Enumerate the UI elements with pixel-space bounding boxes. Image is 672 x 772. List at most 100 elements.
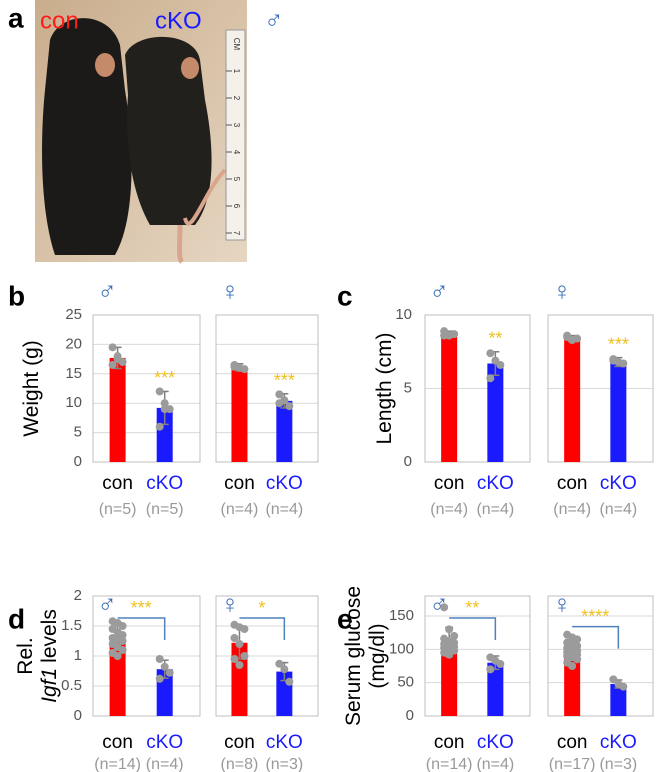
bar — [487, 363, 504, 462]
x-tick-label: con — [224, 473, 255, 494]
plot-frame — [547, 314, 654, 463]
x-tick-label: cKO — [266, 473, 303, 494]
sex-symbol: ♂ — [429, 276, 449, 306]
data-point — [118, 637, 127, 645]
data-point — [609, 356, 618, 365]
sex-symbol: ♀ — [552, 589, 572, 619]
group-label: con — [40, 7, 79, 34]
mouse-ear — [181, 57, 199, 79]
y-axis-label: Igf1 levels — [38, 609, 61, 703]
n-label: (n=3) — [599, 756, 637, 772]
significance-bracket — [449, 617, 497, 640]
data-point — [573, 635, 582, 644]
sex-symbol: ♂ — [429, 589, 449, 619]
y-tick-label: 0 — [404, 453, 412, 470]
data-point — [275, 399, 284, 408]
y-axis-label: (mg/dl) — [366, 623, 389, 688]
y-tick-label: 100 — [389, 640, 414, 657]
data-point — [450, 330, 459, 339]
data-point — [235, 640, 244, 648]
plot-frame — [424, 314, 531, 463]
y-tick-label: 0 — [406, 707, 414, 724]
data-point — [440, 331, 449, 340]
data-point — [486, 349, 495, 358]
x-tick-label: cKO — [146, 473, 183, 494]
y-axis-label-part: Length (cm) — [373, 332, 396, 444]
x-tick-label: con — [102, 473, 133, 494]
significance-label: *** — [131, 598, 152, 618]
plot-frame — [215, 314, 319, 463]
y-tick-label: 10 — [395, 306, 412, 323]
ruler-label: 1 — [232, 69, 241, 74]
bar — [610, 362, 627, 462]
significance-label: **** — [581, 606, 609, 626]
n-label: (n=5) — [146, 501, 184, 518]
data-point — [619, 682, 628, 691]
x-tick-label: con — [224, 732, 255, 753]
data-point — [108, 360, 117, 369]
bar — [441, 642, 458, 716]
n-label: (n=8) — [221, 756, 259, 772]
ruler-label: 5 — [232, 177, 241, 182]
y-tick-label: 0 — [74, 453, 82, 470]
n-label: (n=4) — [553, 501, 591, 518]
ruler-label: 2 — [232, 96, 241, 101]
y-axis-label-part: levels — [38, 609, 61, 663]
data-point — [240, 625, 249, 633]
data-point — [285, 677, 294, 686]
y-tick-label: 2 — [74, 587, 82, 604]
y-tick-label: 15 — [65, 365, 82, 382]
data-point — [113, 652, 122, 660]
y-axis-label: Weight (g) — [20, 340, 43, 436]
y-tick-label: 10 — [65, 394, 82, 411]
ruler-label: CM — [232, 38, 241, 51]
data-point — [573, 655, 582, 664]
sex-symbol: ♀ — [552, 276, 572, 306]
ruler-label: 4 — [232, 150, 241, 155]
n-label: (n=4) — [476, 756, 514, 772]
y-axis-label: Length (cm) — [373, 332, 396, 444]
bar — [564, 338, 581, 462]
bar — [564, 651, 581, 716]
ruler-label: 6 — [232, 204, 241, 209]
panel-label: d — [8, 603, 25, 634]
y-tick-label: 25 — [65, 306, 82, 323]
n-label: (n=14) — [426, 756, 473, 772]
significance-label: * — [258, 598, 265, 618]
data-point — [160, 662, 169, 671]
data-point — [113, 355, 122, 364]
y-tick-label: 1 — [74, 647, 82, 664]
plot-frame — [424, 595, 531, 717]
data-point — [155, 655, 164, 663]
significance-label: *** — [274, 371, 295, 391]
bar — [109, 357, 126, 462]
y-axis-label: Rel. — [14, 637, 37, 674]
data-point — [496, 360, 505, 369]
plot-frame — [215, 595, 319, 717]
y-axis-label-part: Igf1 — [38, 668, 61, 703]
mouse-con — [42, 18, 132, 256]
data-point — [568, 662, 577, 670]
ruler-labels: CM 1 2 3 4 5 6 7 — [226, 38, 241, 236]
data-point — [450, 632, 459, 640]
n-label: (n=4) — [146, 756, 184, 772]
data-point — [118, 622, 127, 630]
plot-frame — [92, 595, 201, 717]
sex-symbol: ♂ — [264, 5, 284, 35]
y-tick-label: 20 — [65, 335, 82, 352]
data-point — [230, 655, 239, 663]
data-point — [496, 660, 505, 668]
n-label: (n=14) — [94, 756, 141, 772]
data-point — [230, 634, 239, 642]
n-label: (n=4) — [476, 501, 514, 518]
data-point — [486, 374, 495, 383]
panel-label: b — [8, 280, 25, 311]
data-point — [619, 359, 628, 368]
data-point — [240, 652, 249, 660]
y-tick-label: 1.5 — [61, 617, 82, 634]
x-tick-label: con — [557, 732, 588, 753]
data-point — [280, 665, 289, 674]
x-tick-label: cKO — [477, 473, 514, 494]
y-tick-label: 5 — [404, 379, 412, 396]
x-tick-label: con — [434, 473, 465, 494]
